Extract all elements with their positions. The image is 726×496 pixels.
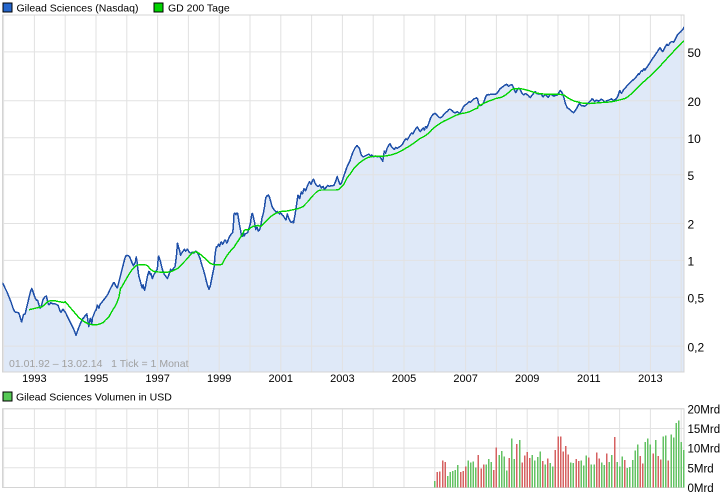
svg-text:5Mrd: 5Mrd — [688, 463, 714, 475]
svg-text:1993: 1993 — [22, 373, 46, 385]
svg-text:0,5: 0,5 — [688, 292, 705, 306]
svg-text:2: 2 — [688, 218, 695, 232]
svg-text:50: 50 — [688, 46, 702, 60]
svg-text:2011: 2011 — [577, 373, 601, 385]
svg-text:2005: 2005 — [392, 373, 416, 385]
svg-text:20Mrd: 20Mrd — [688, 404, 721, 416]
svg-text:20: 20 — [688, 95, 702, 109]
svg-text:GD 200 Tage: GD 200 Tage — [168, 3, 230, 15]
svg-text:Gilead Sciences (Nasdaq): Gilead Sciences (Nasdaq) — [17, 3, 139, 15]
svg-text:1997: 1997 — [145, 373, 169, 385]
svg-text:5: 5 — [688, 169, 695, 183]
svg-text:10Mrd: 10Mrd — [688, 444, 721, 456]
svg-text:2013: 2013 — [638, 373, 662, 385]
svg-text:15Mrd: 15Mrd — [688, 424, 721, 436]
svg-text:0Mrd: 0Mrd — [688, 483, 714, 495]
svg-text:2003: 2003 — [330, 373, 354, 385]
svg-text:01.01.92 – 13.02.14 1 Tick =: 01.01.92 – 13.02.14 1 Tick = 1 Monat — [9, 358, 189, 370]
svg-text:1995: 1995 — [84, 373, 108, 385]
svg-text:1999: 1999 — [207, 373, 231, 385]
svg-text:1: 1 — [688, 255, 695, 269]
svg-text:0,2: 0,2 — [688, 340, 705, 354]
svg-text:Gilead Sciences Volumen in USD: Gilead Sciences Volumen in USD — [16, 392, 172, 404]
svg-text:2007: 2007 — [453, 373, 477, 385]
svg-text:2001: 2001 — [269, 373, 293, 385]
svg-text:2009: 2009 — [515, 373, 539, 385]
svg-text:10: 10 — [688, 132, 702, 146]
